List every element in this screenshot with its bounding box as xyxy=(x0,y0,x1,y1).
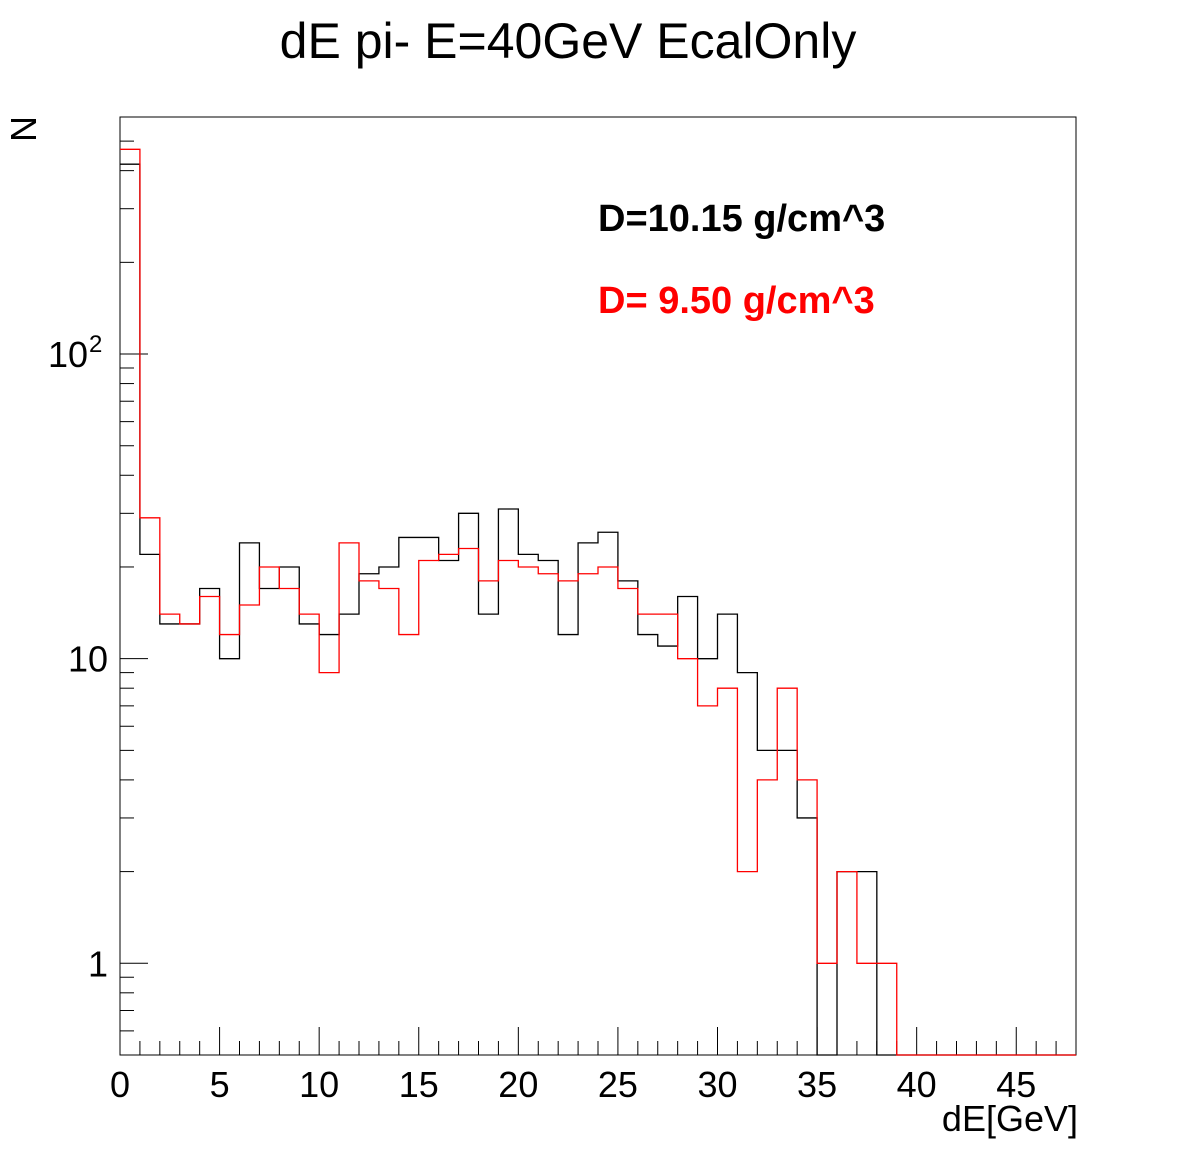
x-tick-label: 20 xyxy=(498,1064,538,1105)
y-axis-label: N xyxy=(3,116,44,142)
x-tick-label: 45 xyxy=(996,1064,1036,1105)
x-tick-label: 25 xyxy=(598,1064,638,1105)
legend-entry-2: D= 9.50 g/cm^3 xyxy=(598,280,875,322)
x-tick-label: 30 xyxy=(697,1064,737,1105)
histogram-series-1 xyxy=(120,163,1076,1056)
y-tick-label-exponent: 2 xyxy=(89,331,102,358)
histogram-series-2 xyxy=(120,148,1076,1056)
x-axis-label: dE[GeV] xyxy=(941,1098,1078,1139)
x-tick-label: 5 xyxy=(210,1064,230,1105)
axis-ticks xyxy=(119,116,1077,1056)
y-tick-label: 10 xyxy=(48,334,88,375)
chart-title: dE pi- E=40GeV EcalOnly xyxy=(279,13,857,69)
x-tick-label: 0 xyxy=(110,1064,130,1105)
x-tick-label: 15 xyxy=(399,1064,439,1105)
series-layer xyxy=(120,148,1076,1056)
legend-entry-1: D=10.15 g/cm^3 xyxy=(598,198,886,240)
x-tick-label: 40 xyxy=(897,1064,937,1105)
plot-frame xyxy=(119,116,1077,1056)
x-tick-labels: 0 5 10 15 20 25 30 35 40 45 xyxy=(110,1064,1036,1105)
x-tick-label: 35 xyxy=(797,1064,837,1105)
y-tick-label: 1 xyxy=(88,943,108,984)
y-tick-label: 10 xyxy=(68,639,108,680)
x-tick-label: 10 xyxy=(299,1064,339,1105)
